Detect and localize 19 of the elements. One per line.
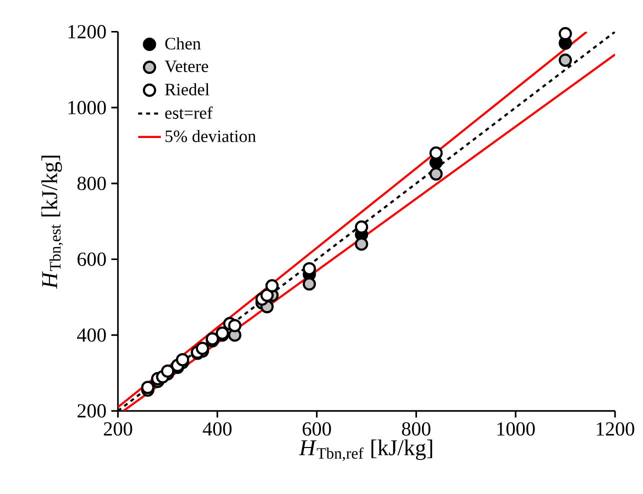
x-tick-label: 600 [302, 422, 331, 436]
legend-label: Riedel [165, 83, 210, 96]
x-tick-label: 1200 [596, 422, 634, 436]
x-tick-label: 400 [202, 422, 232, 436]
y-tick-label: 200 [78, 404, 106, 418]
y-tick-label: 1200 [68, 24, 106, 38]
legend-label: est=ref [165, 106, 213, 119]
x-tick-label: 800 [402, 422, 430, 436]
y-tick-label: 1000 [68, 100, 106, 114]
y-tick-label: 800 [77, 176, 106, 190]
x-axis-title: H$_{Tbn,ref}$ [kJ/kg] [298, 439, 432, 462]
x-tick-label: 200 [104, 422, 132, 436]
y-tick-label: 400 [77, 328, 106, 342]
y-axis-title: H$_{Tbn,est}$ [kJ/kg] [41, 156, 63, 289]
x-tick-label: 1000 [497, 422, 535, 436]
legend-label: 5% deviation [166, 130, 256, 142]
y-tick-label: 600 [78, 252, 106, 266]
legend-label: Chen [165, 37, 201, 50]
legend-label: Vetere [164, 60, 208, 72]
